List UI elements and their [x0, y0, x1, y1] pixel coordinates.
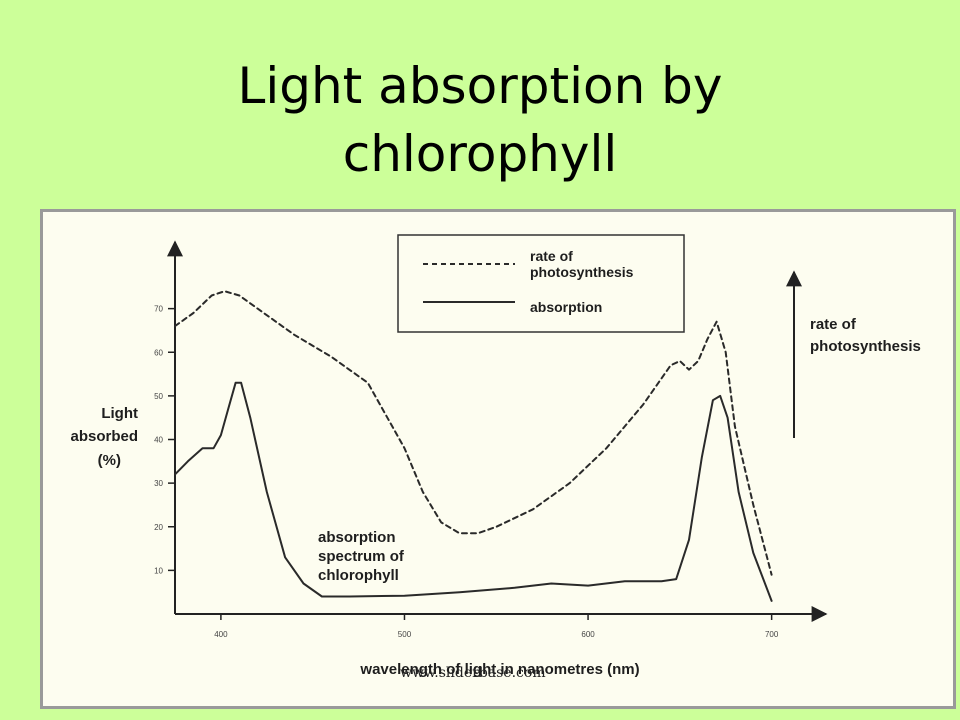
x-tick-label: 600 — [581, 630, 595, 639]
y-tick-label: 70 — [154, 305, 163, 314]
slide-title: Light absorption by chlorophyll — [0, 52, 960, 188]
x-tick-label: 400 — [214, 630, 228, 639]
figure-frame — [40, 209, 956, 709]
y-tick-label: 10 — [154, 566, 163, 575]
legend-label-line: rate of — [530, 248, 573, 264]
legend-box — [397, 234, 685, 333]
y-tick-label: 30 — [154, 479, 163, 488]
series-line-rate-of-photosynthesis — [174, 290, 773, 576]
y-tick-label: 50 — [154, 392, 163, 401]
y-tick-label: 60 — [154, 348, 163, 357]
x-tick-label: 500 — [398, 630, 412, 639]
right-axis-label-line: photosynthesis — [810, 338, 921, 355]
series-line-absorption — [174, 381, 773, 602]
right-axis-label-line: rate of — [810, 316, 857, 333]
y-tick-label: 40 — [154, 436, 163, 445]
curve-annotation-line: absorption — [318, 529, 396, 546]
watermark: www.sliderbase.com — [400, 665, 546, 681]
x-axis-label: wavelength of light in nanometres (nm) — [359, 661, 639, 678]
legend-label-line: absorption — [530, 299, 602, 315]
y-tick-label: 20 — [154, 523, 163, 532]
curve-annotation-line: chlorophyll — [318, 567, 399, 584]
y-axis-label-line: Light — [101, 405, 138, 422]
curve-annotation-line: spectrum of — [318, 548, 405, 565]
x-tick-label: 700 — [765, 630, 779, 639]
slide-title-line-1: Light absorption by — [237, 57, 723, 115]
y-axis-label-line: (%) — [98, 452, 121, 469]
slide-title-line-2: chlorophyll — [342, 125, 618, 183]
y-axis-label-line: absorbed — [70, 428, 138, 445]
legend-label-line: photosynthesis — [530, 264, 634, 280]
